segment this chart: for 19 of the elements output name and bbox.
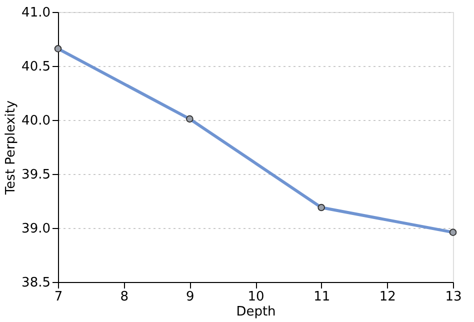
y-tick-label: 40.5 (22, 60, 50, 74)
x-axis-title: Depth (236, 304, 276, 320)
x-tick-label: 7 (54, 290, 63, 304)
point (54, 45, 62, 52)
y-tick-label: 38.5 (22, 276, 50, 290)
y-axis-title: Test Perplexity (4, 100, 19, 196)
y-tick-label: 39.5 (22, 168, 50, 182)
y-tick-label: 39.0 (22, 222, 50, 236)
x-tick-label: 11 (314, 290, 330, 304)
x-tick-label: 10 (248, 290, 264, 304)
x-tick-label: 9 (186, 290, 194, 304)
y-tick-label: 41.0 (22, 6, 50, 20)
y-tick-label: 40.0 (22, 114, 50, 128)
x-tick-label: 13 (445, 290, 462, 304)
x-tick-label: 12 (379, 290, 396, 304)
point (449, 228, 457, 236)
point (318, 204, 325, 212)
point (186, 115, 194, 123)
x-tick-label: 8 (120, 290, 128, 304)
